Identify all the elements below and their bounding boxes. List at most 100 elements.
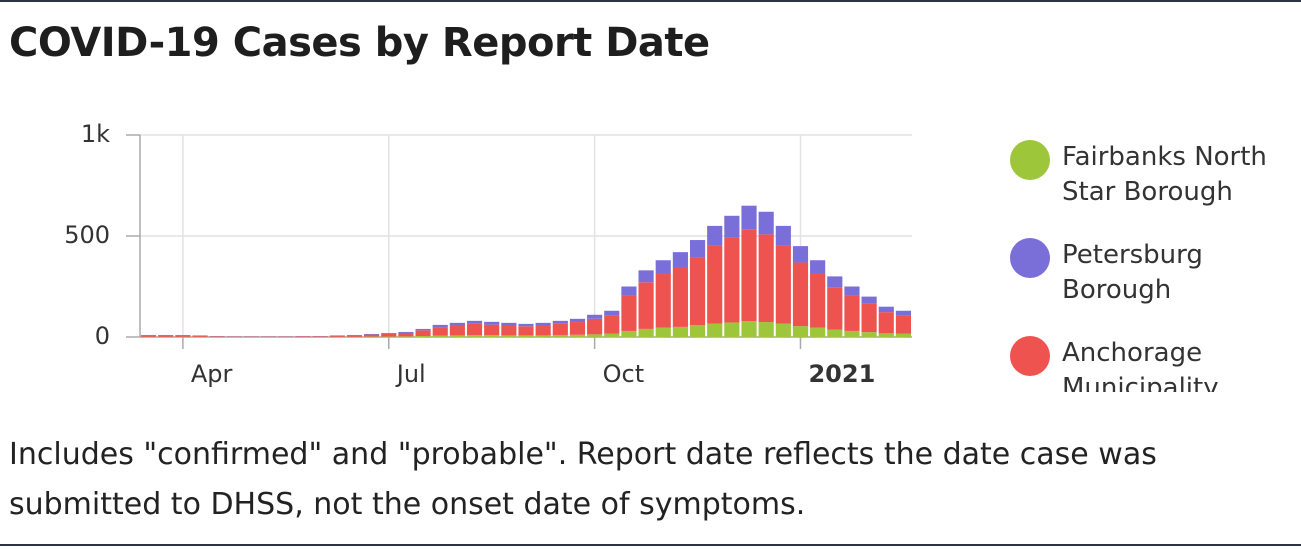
bar-segment — [792, 246, 809, 263]
bar-segment — [552, 320, 568, 324]
bar-segment — [466, 323, 483, 335]
bar-segment — [827, 276, 843, 288]
bar-segment — [295, 336, 311, 337]
bar-segment — [638, 328, 654, 337]
bar-segment — [587, 318, 603, 335]
bar-segment — [432, 335, 448, 337]
bar-segment — [329, 335, 345, 337]
bar-segment — [878, 306, 894, 313]
bar-segment — [895, 333, 911, 337]
bar-segment — [415, 330, 431, 336]
bar-segment — [535, 325, 551, 336]
bar-segment — [810, 273, 826, 328]
bar-segment — [655, 260, 671, 274]
bar-segment — [364, 333, 380, 335]
legend-label: Petersburg Borough — [1062, 240, 1203, 305]
bar-segment — [707, 225, 723, 246]
bar-segment — [775, 245, 791, 324]
bar-segment — [792, 326, 809, 337]
bar-segment — [689, 325, 706, 337]
bar-segment — [604, 310, 620, 316]
bar-segment — [741, 229, 757, 322]
bar-segment — [484, 335, 500, 337]
bar-segment — [432, 324, 448, 328]
bar-segment — [569, 318, 586, 323]
bar-segment — [364, 334, 380, 337]
bar-segment — [810, 260, 826, 274]
bar-segment — [449, 325, 465, 336]
bar-segment — [741, 205, 757, 230]
bar-segment — [672, 326, 688, 337]
bar-segment — [724, 322, 740, 337]
bar-segment — [741, 321, 757, 337]
bar-segment — [827, 287, 843, 330]
bar-segment — [861, 296, 877, 304]
bar-segment — [621, 286, 637, 296]
legend: Fairbanks North Star Borough Petersburg B… — [1010, 140, 1300, 392]
bar-segment — [638, 270, 654, 283]
bar-segment — [758, 234, 774, 323]
bar-segment — [415, 328, 431, 331]
bar-segment — [398, 332, 414, 337]
legend-item[interactable]: Anchorage Municipality — [1010, 336, 1300, 392]
bar-segment — [466, 334, 483, 337]
legend-item[interactable]: Petersburg Borough — [1010, 238, 1300, 308]
bar-segment — [518, 335, 534, 337]
bar-segment — [775, 225, 791, 246]
note: Includes "confirmed" and "probable". Rep… — [9, 437, 1157, 522]
bar-segment — [484, 321, 500, 325]
bar-segment — [209, 336, 225, 337]
bar-segment — [878, 333, 894, 337]
bar-segment — [192, 335, 208, 337]
legend-swatch — [1010, 140, 1050, 180]
bar-segment — [878, 312, 894, 334]
legend-label: Fairbanks North Star Borough — [1062, 142, 1267, 207]
bar-segment — [449, 322, 465, 326]
bar-segment — [587, 334, 603, 337]
bar-segment — [158, 335, 174, 337]
bar-segment — [844, 286, 860, 296]
bar-segment — [535, 335, 551, 337]
bar-segment — [381, 333, 397, 337]
bar-segment — [707, 245, 723, 324]
legend-item[interactable]: Fairbanks North Star Borough — [1010, 140, 1300, 210]
bar-segment — [724, 237, 740, 323]
x-tick-label: Jul — [395, 360, 426, 388]
bar-segment — [827, 329, 843, 337]
bar-segment — [689, 240, 706, 258]
bar-segment — [415, 335, 431, 337]
bar-segment — [398, 336, 414, 337]
bar-segment — [775, 323, 791, 337]
bar-segment — [724, 215, 740, 238]
bar-segment — [655, 273, 671, 328]
bar-segment — [604, 333, 620, 337]
bar-segment — [449, 335, 465, 337]
bar-segment — [312, 336, 328, 337]
bar-segment — [621, 295, 637, 331]
bar-segment — [484, 324, 500, 336]
bar-segment — [672, 267, 688, 327]
bar-segment — [175, 335, 191, 337]
bar-segment — [501, 335, 517, 337]
bar-segment — [398, 331, 414, 333]
bar-segment — [621, 330, 637, 337]
bar-segment — [689, 257, 706, 326]
bar-segment — [346, 335, 363, 337]
bar-segment — [518, 326, 534, 336]
bar-segment — [466, 320, 483, 324]
bar-segment — [587, 314, 603, 319]
x-tick-label: Apr — [191, 360, 233, 388]
bar-segment — [552, 323, 568, 335]
bar-segment — [844, 330, 860, 337]
bar-segment — [381, 332, 397, 334]
bar-segment — [638, 282, 654, 329]
bar-segment — [569, 322, 586, 335]
y-tick-label: 1k — [81, 120, 110, 148]
chart: 0 500 1k Apr Jul Oct 2021 — [64, 120, 912, 388]
y-tick-label: 0 — [95, 322, 110, 350]
bar-segment — [672, 252, 688, 268]
bar-segment — [792, 262, 809, 327]
x-tick-label: 2021 — [808, 360, 875, 388]
top-border — [0, 0, 1301, 2]
